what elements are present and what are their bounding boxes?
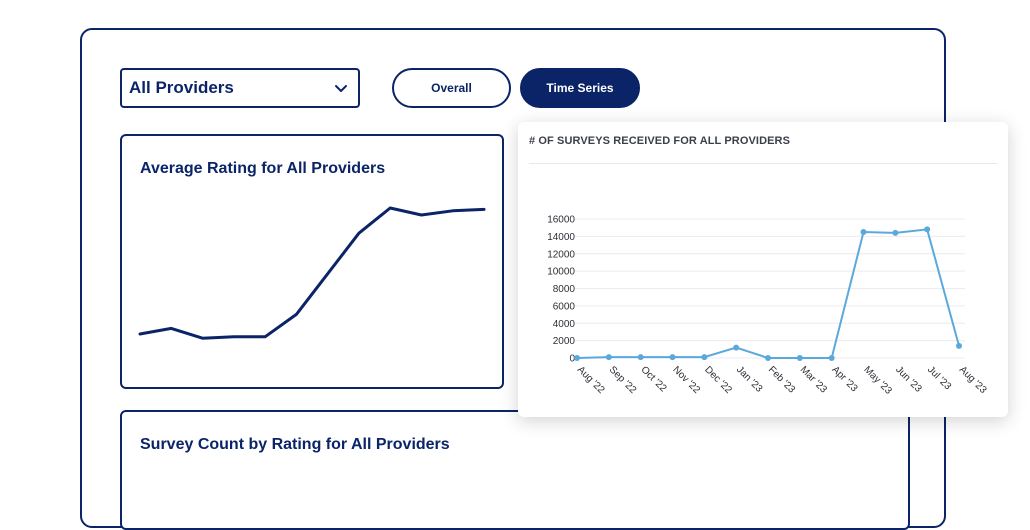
x-tick-label: Oct '22 — [639, 364, 669, 394]
x-tick-label: May '23 — [861, 364, 894, 397]
surveys-received-chart: 0 2000 4000 6000 8000 10000 12000 14000 16000 Aug… — [547, 215, 989, 397]
y-tick-label: 12000 — [547, 249, 575, 260]
x-tick-label: Sep '22 — [607, 364, 639, 396]
y-tick-label: 6000 — [553, 301, 576, 312]
x-tick-label: Nov '22 — [670, 364, 702, 396]
data-point — [956, 342, 962, 349]
data-point — [701, 354, 708, 361]
series-line — [576, 228, 960, 359]
divider — [529, 163, 997, 164]
average-rating-line — [138, 206, 486, 340]
provider-select-value: All Providers — [129, 78, 234, 97]
average-rating-card: Average Rating for All Providers — [120, 134, 504, 389]
data-point — [733, 344, 740, 351]
x-tick-label: Feb '23 — [766, 364, 797, 395]
survey-count-card: Survey Count by Rating for All Providers — [120, 410, 910, 530]
x-tick-label: Dec '22 — [702, 364, 734, 396]
data-point — [765, 355, 771, 361]
x-tick-label: Aug '23 — [957, 364, 989, 396]
x-tick-label: Jan '23 — [734, 364, 765, 395]
data-point — [892, 229, 899, 236]
x-tick-label: Apr '23 — [830, 364, 860, 394]
y-tick-label: 14000 — [547, 232, 575, 243]
y-tick-label: 4000 — [553, 319, 576, 330]
average-rating-title: Average Rating for All Providers — [140, 160, 386, 177]
time-series-toggle-button[interactable]: Time Series — [520, 68, 640, 108]
provider-select[interactable]: All Providers — [120, 68, 360, 108]
data-point — [924, 226, 931, 233]
data-point — [605, 354, 612, 361]
data-point — [796, 355, 803, 361]
x-tick-label: Aug '22 — [575, 364, 607, 396]
x-tick-label: Mar '23 — [798, 364, 829, 395]
y-tick-label: 0 — [569, 354, 575, 365]
y-tick-label: 8000 — [553, 284, 576, 295]
overall-toggle-button[interactable]: Overall — [392, 68, 511, 108]
data-point — [637, 354, 644, 361]
x-tick-label: Jul '23 — [925, 364, 953, 392]
x-tick-label: Jun '23 — [893, 364, 924, 395]
y-tick-label: 16000 — [547, 215, 575, 226]
surveys-chart-title: # OF SURVEYS RECEIVED FOR ALL PROVIDERS — [529, 135, 791, 147]
surveys-received-chart-panel: # OF SURVEYS RECEIVED FOR ALL PROVIDERS … — [518, 122, 1008, 417]
average-rating-chart — [138, 206, 486, 340]
chevron-down-icon — [334, 81, 348, 95]
survey-count-title: Survey Count by Rating for All Providers — [140, 436, 450, 453]
data-point — [669, 354, 676, 361]
y-tick-label: 2000 — [553, 336, 576, 347]
data-point — [828, 355, 835, 361]
data-point — [574, 355, 580, 361]
y-tick-label: 10000 — [547, 267, 575, 278]
data-point — [860, 229, 867, 236]
